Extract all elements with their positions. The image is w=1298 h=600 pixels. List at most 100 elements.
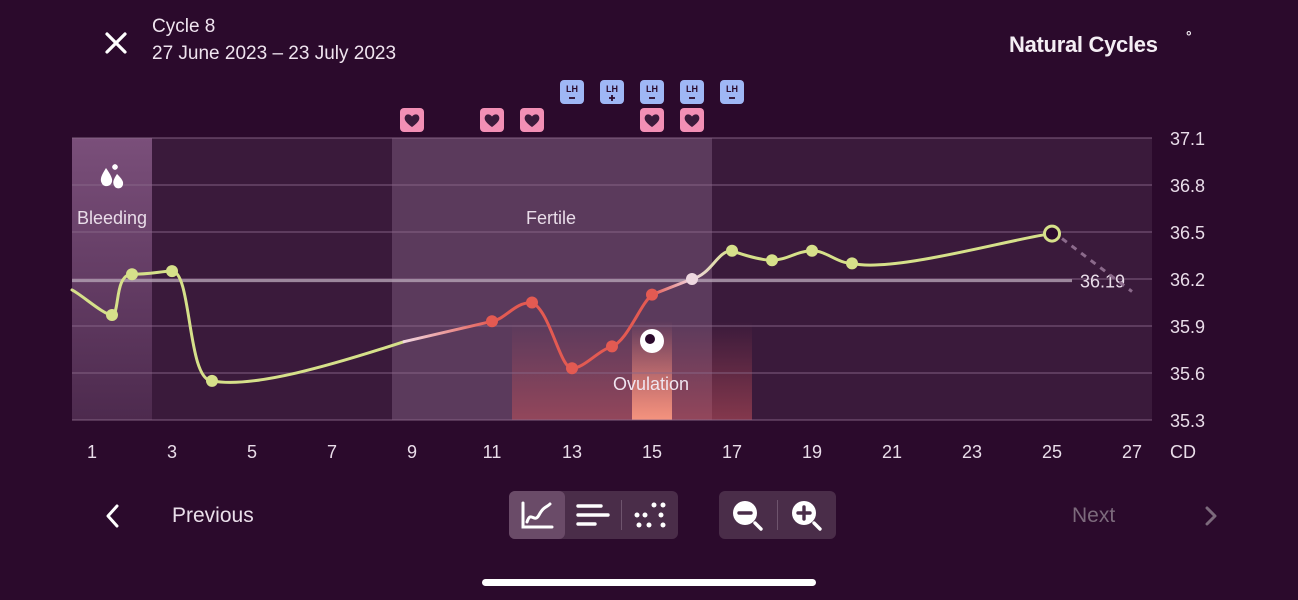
- brand-logo-mark: °: [1186, 28, 1192, 44]
- temp-line-high: [730, 232, 1054, 267]
- temperature-point[interactable]: [106, 309, 118, 322]
- cover-line-label: 36.19: [1080, 272, 1125, 292]
- prediction-line: [1061, 237, 1133, 293]
- brand-logo: Natural Cycles: [1009, 32, 1158, 57]
- zoom-out-button[interactable]: [719, 491, 777, 539]
- view-divider: [621, 500, 622, 530]
- view-switcher: [509, 491, 678, 539]
- lh-test-badge[interactable]: LH: [640, 80, 664, 104]
- bleeding-label: Bleeding: [77, 208, 147, 228]
- x-tick-label: 7: [327, 442, 337, 462]
- x-tick-label: 11: [483, 442, 502, 462]
- y-tick-label: 35.3: [1170, 411, 1205, 431]
- x-tick-label: 27: [1122, 442, 1142, 462]
- lh-badge-label: LH: [566, 84, 578, 94]
- next-label: Next: [1072, 504, 1116, 527]
- temperature-chart: 37.136.836.536.235.935.635.31 3 5 7 9 11 13 15 1…: [70, 80, 1205, 462]
- temperature-point[interactable]: [726, 244, 738, 257]
- ovulation-egg-core: [645, 334, 655, 344]
- x-tick-label: 19: [802, 442, 822, 462]
- zoom-controls: [719, 491, 836, 539]
- chart-labels: Bleeding Fertile Ovulation: [77, 164, 689, 394]
- lh-badge-bg: [600, 80, 624, 104]
- zoom-in-button[interactable]: [778, 491, 836, 539]
- sex-heart-badge[interactable]: [520, 108, 544, 132]
- lh-badge-bg: [560, 80, 584, 104]
- temperature-point[interactable]: [686, 273, 698, 285]
- lh-badge-bg: [720, 80, 744, 104]
- temperature-point[interactable]: [126, 268, 138, 281]
- temperature-point[interactable]: [206, 374, 218, 387]
- temperature-point[interactable]: [846, 257, 858, 270]
- lh-positive-mark: [609, 95, 615, 101]
- zoom-out-icon: [733, 501, 763, 531]
- lh-badge-bg: [680, 80, 704, 104]
- scatter-icon: [634, 502, 666, 528]
- lh-test-badge[interactable]: LH: [600, 80, 624, 104]
- temperature-point-predicted[interactable]: [1043, 224, 1061, 243]
- line-graph-icon: [521, 501, 554, 529]
- chart-grid: 37.136.836.536.235.935.635.31 3 5 7 9 11 13 15 1…: [72, 129, 1205, 462]
- cycle-header: Cycle 8 27 June 2023 – 23 July 2023: [152, 14, 396, 68]
- scatter-view-button[interactable]: [622, 491, 678, 539]
- chevron-right-icon: [1201, 496, 1221, 536]
- temperature-point[interactable]: [766, 254, 778, 267]
- previous-label: Previous: [172, 504, 254, 527]
- graph-view-button[interactable]: [509, 491, 565, 539]
- x-axis-label: CD: [1170, 442, 1196, 462]
- temperature-point[interactable]: [606, 340, 618, 353]
- x-tick-label: 1: [87, 442, 97, 462]
- close-icon: [105, 32, 127, 54]
- x-tick-label: 5: [247, 442, 257, 462]
- bars-icon: [576, 504, 610, 526]
- temperature-point[interactable]: [486, 315, 498, 328]
- temperature-point[interactable]: [526, 296, 538, 309]
- x-tick-label: 15: [642, 442, 662, 462]
- x-tick-label: 9: [407, 442, 417, 462]
- home-indicator: [482, 579, 816, 586]
- chart-points: [106, 224, 1061, 387]
- x-tick-label: 23: [962, 442, 982, 462]
- lh-badge-label: LH: [606, 84, 618, 94]
- lh-test-badge[interactable]: LH: [720, 80, 744, 104]
- chart-badges[interactable]: LH LH LH LH LH: [400, 80, 744, 132]
- temp-line-mid: [402, 319, 494, 344]
- close-button[interactable]: [100, 28, 132, 58]
- temperature-point[interactable]: [566, 362, 578, 375]
- lh-badge-label: LH: [686, 84, 698, 94]
- lh-badge-label: LH: [726, 84, 738, 94]
- y-tick-label: 36.2: [1170, 270, 1205, 290]
- next-button[interactable]: Next: [1072, 496, 1221, 536]
- x-tick-label: 13: [562, 442, 582, 462]
- x-tick-label: 17: [722, 442, 742, 462]
- chevron-left-icon: [96, 496, 130, 536]
- fertile-label: Fertile: [526, 208, 576, 228]
- y-tick-label: 35.9: [1170, 317, 1205, 337]
- temperature-point[interactable]: [806, 244, 818, 257]
- ovulation-label: Ovulation: [613, 374, 689, 394]
- lh-badge-label: LH: [646, 84, 658, 94]
- sex-heart-badge[interactable]: [480, 108, 504, 132]
- temperature-point[interactable]: [166, 265, 178, 278]
- x-tick-label: 21: [882, 442, 902, 462]
- y-tick-label: 36.5: [1170, 223, 1205, 243]
- sex-heart-badge[interactable]: [640, 108, 664, 132]
- lh-test-badge[interactable]: LH: [560, 80, 584, 104]
- cycle-dates: 27 June 2023 – 23 July 2023: [152, 43, 397, 64]
- x-tick-label: 3: [167, 442, 177, 462]
- y-tick-label: 36.8: [1170, 176, 1205, 196]
- temperature-point[interactable]: [646, 288, 658, 301]
- bars-view-button[interactable]: [565, 491, 621, 539]
- x-tick-label: 25: [1042, 442, 1062, 462]
- zoom-in-icon: [792, 501, 822, 531]
- zoom-divider: [777, 500, 778, 530]
- lh-test-badge[interactable]: LH: [680, 80, 704, 104]
- sex-heart-badge[interactable]: [680, 108, 704, 132]
- sex-heart-badge[interactable]: [400, 108, 424, 132]
- cycle-title: Cycle 8: [152, 16, 216, 37]
- y-tick-label: 37.1: [1170, 129, 1205, 149]
- blood-drops-icon: [100, 164, 124, 189]
- previous-button[interactable]: Previous: [96, 496, 254, 536]
- lh-badge-bg: [640, 80, 664, 104]
- y-tick-label: 35.6: [1170, 364, 1205, 384]
